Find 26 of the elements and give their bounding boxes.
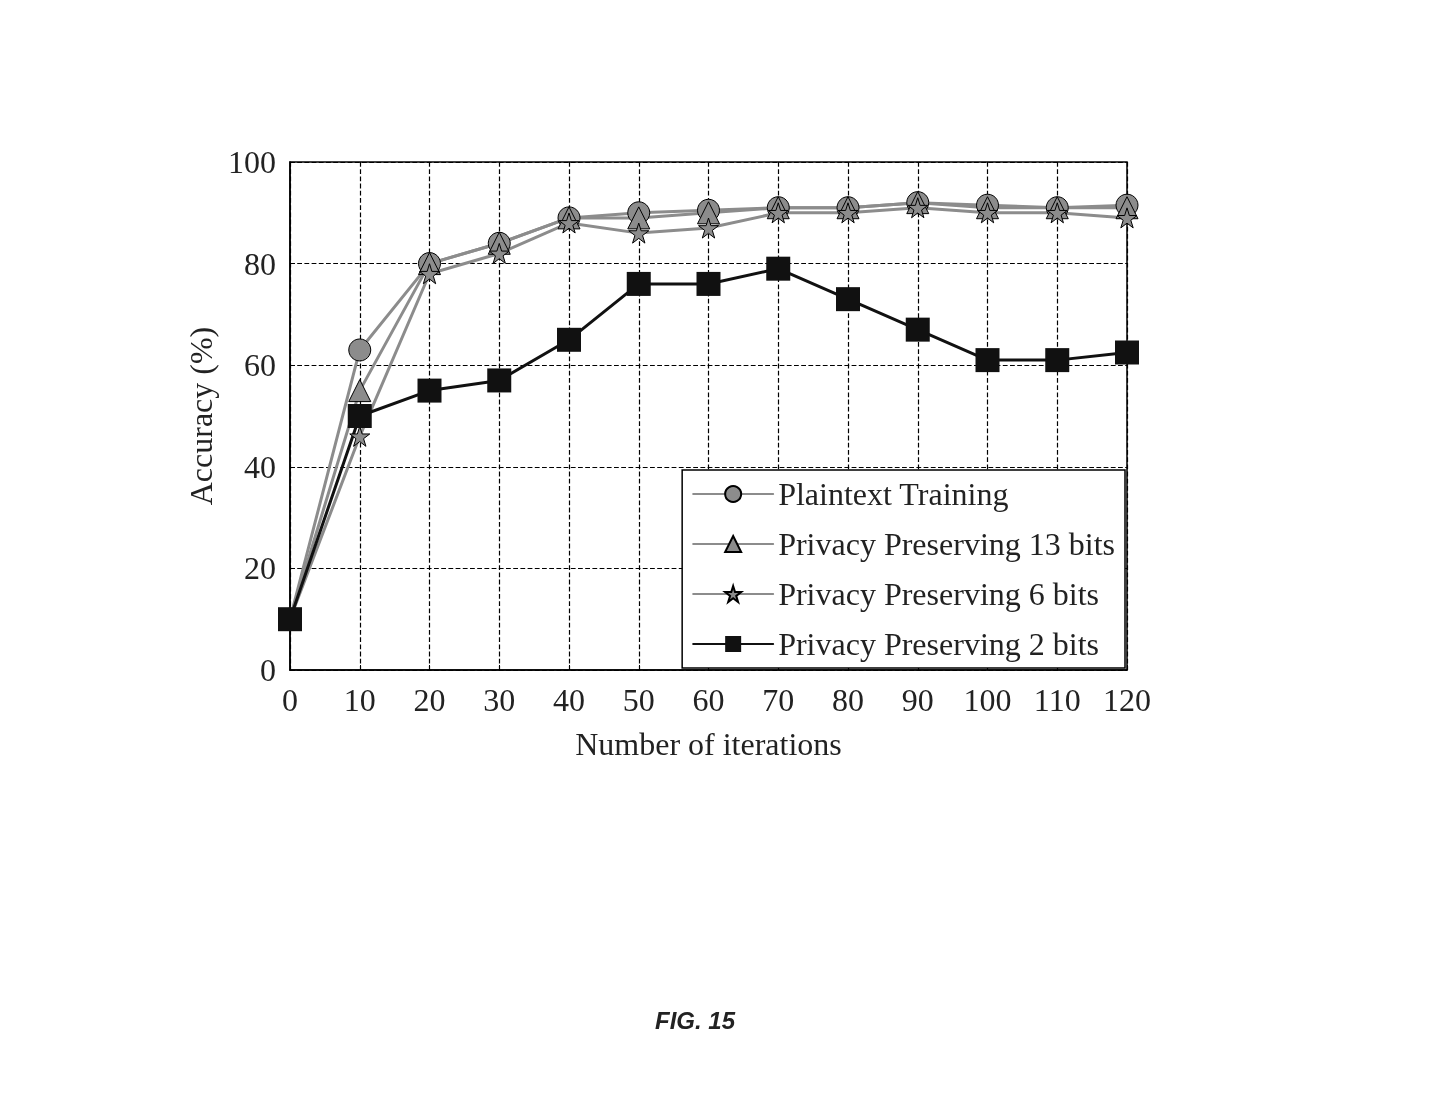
legend-label: Privacy Preserving 6 bits — [778, 576, 1099, 612]
legend-label: Privacy Preserving 13 bits — [778, 526, 1115, 562]
x-tick-label: 120 — [1103, 682, 1151, 718]
x-tick-label: 10 — [343, 682, 376, 718]
x-tick-label: 0 — [282, 682, 298, 718]
caption: FIG. 15 — [655, 1006, 736, 1034]
x-tick-label: 90 — [901, 682, 934, 718]
x-tick-label: 20 — [413, 682, 446, 718]
x-tick-label: 110 — [1033, 682, 1081, 718]
x-tick-label: 40 — [553, 682, 585, 718]
legend-label: Plaintext Training — [778, 476, 1009, 512]
x-tick-label: 100 — [963, 682, 1012, 718]
x-tick-label: 80 — [832, 682, 864, 718]
x-tick-label: 30 — [483, 682, 516, 718]
y-tick-label: 0 — [260, 652, 276, 688]
legend-label: Privacy Preserving 2 bits — [778, 626, 1099, 662]
y-axis-title: Accuracy (%) — [183, 326, 220, 506]
y-tick-label: 80 — [244, 245, 276, 282]
x-tick-label: 70 — [762, 682, 795, 718]
y-tick-label: 20 — [244, 550, 276, 587]
y-tick-label: 40 — [244, 448, 276, 485]
x-axis-title: Number of iterations — [575, 726, 842, 762]
y-tick-label: 100 — [228, 144, 276, 180]
y-tick-label: 60 — [244, 347, 276, 384]
x-tick-label: 60 — [692, 682, 725, 718]
x-tick-label: 50 — [622, 682, 655, 718]
